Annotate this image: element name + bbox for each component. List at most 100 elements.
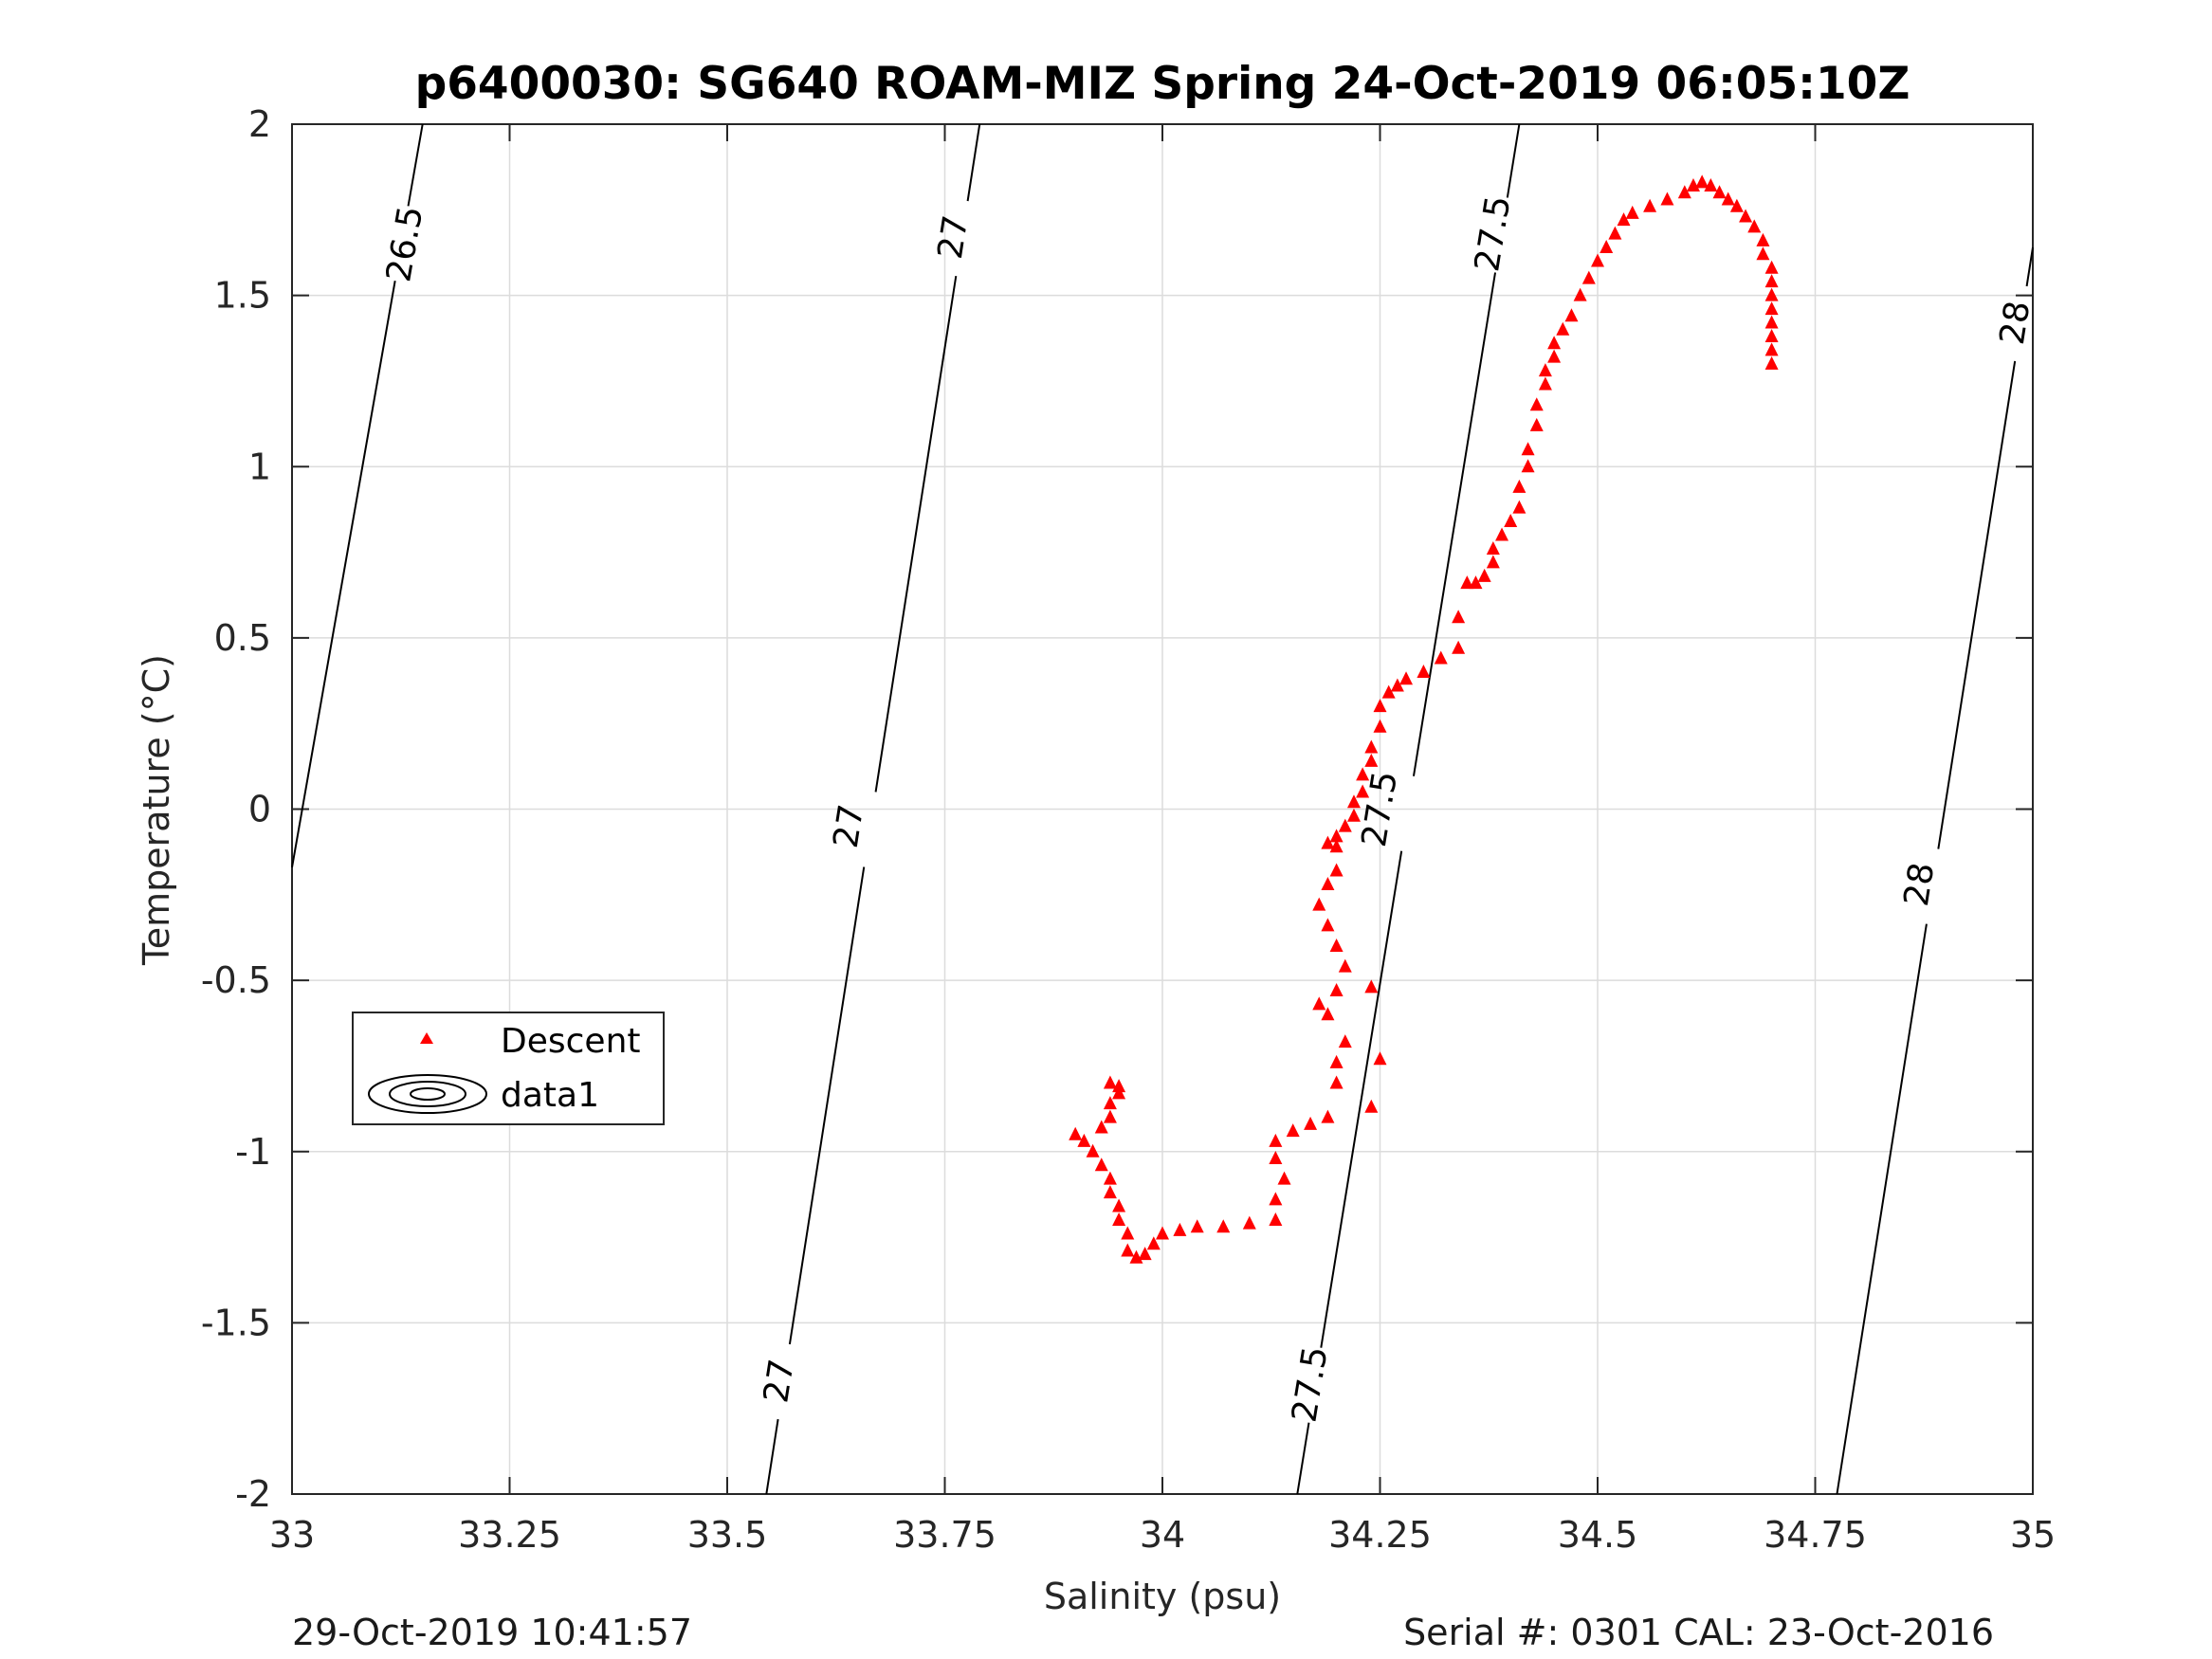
descent-point bbox=[1591, 253, 1604, 267]
x-tick-label: 33.75 bbox=[893, 1514, 996, 1556]
descent-point bbox=[1434, 650, 1448, 665]
descent-point bbox=[1321, 1109, 1335, 1123]
descent-point bbox=[1547, 336, 1562, 350]
descent-point bbox=[1660, 191, 1674, 206]
descent-point bbox=[1329, 829, 1344, 843]
descent-point bbox=[1747, 219, 1762, 233]
descent-point bbox=[1286, 1123, 1300, 1138]
descent-point bbox=[1729, 198, 1744, 212]
x-tick-label: 34 bbox=[1140, 1514, 1185, 1556]
descent-point bbox=[1764, 260, 1779, 274]
descent-point bbox=[1269, 1133, 1283, 1147]
descent-point bbox=[1121, 1243, 1135, 1257]
legend-contour-icon bbox=[368, 1074, 487, 1114]
descent-point bbox=[1504, 514, 1518, 528]
y-tick-labels: -2 -1.5 -1 -0.5 0 0.5 1 1.5 2 bbox=[201, 103, 271, 1515]
descent-point bbox=[1469, 575, 1483, 590]
legend: Descent data1 bbox=[352, 1012, 665, 1125]
descent-point bbox=[1329, 1075, 1344, 1089]
descent-point bbox=[1547, 349, 1562, 363]
descent-point bbox=[1764, 301, 1779, 316]
descent-point bbox=[1094, 1120, 1108, 1134]
descent-point bbox=[1764, 287, 1779, 301]
descent-point bbox=[1304, 1116, 1318, 1130]
descent-point bbox=[1521, 442, 1535, 456]
descent-point bbox=[1764, 342, 1779, 356]
descent-point bbox=[1346, 794, 1361, 809]
x-tick-label: 35 bbox=[2010, 1514, 2056, 1556]
y-tick-label: -1.5 bbox=[201, 1302, 271, 1343]
descent-point bbox=[1269, 1192, 1283, 1206]
descent-point bbox=[1399, 671, 1414, 685]
descent-point bbox=[1146, 1236, 1161, 1250]
descent-point bbox=[1329, 982, 1344, 996]
contour-line-26.5 bbox=[291, 281, 396, 868]
descent-point bbox=[1103, 1171, 1117, 1185]
descent-point bbox=[1617, 212, 1631, 227]
legend-box bbox=[352, 1012, 665, 1125]
descent-point bbox=[1329, 863, 1344, 877]
descent-point bbox=[1625, 205, 1639, 219]
contour-line-27.5 bbox=[1506, 123, 1521, 198]
descent-point bbox=[1321, 1007, 1335, 1021]
descent-point bbox=[1129, 1249, 1143, 1264]
descent-point bbox=[1321, 876, 1335, 890]
descent-point bbox=[1329, 839, 1344, 853]
descent-point bbox=[1364, 739, 1379, 754]
descent-point bbox=[1712, 185, 1727, 199]
descent-point bbox=[1556, 321, 1570, 336]
descent-point bbox=[1338, 1034, 1352, 1048]
x-tick-label: 33.25 bbox=[458, 1514, 561, 1556]
descent-point bbox=[1277, 1171, 1291, 1185]
contour-line-26.5 bbox=[407, 123, 424, 207]
descent-point bbox=[1103, 1096, 1117, 1110]
descent-point bbox=[1529, 417, 1544, 431]
descent-point bbox=[1564, 308, 1579, 322]
descent-point bbox=[1756, 232, 1770, 246]
descent-point bbox=[1756, 246, 1770, 261]
descent-point bbox=[1077, 1133, 1091, 1147]
y-tick-label: 2 bbox=[248, 103, 271, 145]
y-tick-label: 1.5 bbox=[214, 275, 271, 317]
descent-point bbox=[1452, 610, 1466, 624]
descent-point bbox=[1364, 753, 1379, 767]
descent-point bbox=[1486, 540, 1500, 555]
descent-point bbox=[1538, 363, 1552, 377]
descent-point bbox=[1390, 678, 1404, 692]
descent-point bbox=[1356, 784, 1370, 798]
contour-label: 28 bbox=[1993, 299, 2038, 348]
descent-point bbox=[1364, 979, 1379, 994]
descent-point bbox=[1112, 1198, 1126, 1212]
descent-point bbox=[1112, 1079, 1126, 1093]
descent-point bbox=[1486, 555, 1500, 569]
descent-point bbox=[1069, 1126, 1083, 1140]
descent-point bbox=[1764, 315, 1779, 329]
x-axis-label: Salinity (psu) bbox=[1044, 1576, 1281, 1617]
descent-point bbox=[1138, 1247, 1152, 1261]
contour-line-27.5 bbox=[1320, 850, 1403, 1348]
legend-triangle-icon bbox=[420, 1032, 433, 1044]
x-tick-labels: 33 33.25 33.5 33.75 34 34.25 34.5 34.75 35 bbox=[269, 1514, 2056, 1556]
contour-line-27 bbox=[788, 866, 866, 1345]
descent-point bbox=[1103, 1185, 1117, 1199]
descent-point bbox=[1329, 939, 1344, 952]
descent-point bbox=[1338, 958, 1352, 973]
descent-point bbox=[1686, 178, 1700, 192]
descent-point bbox=[1677, 185, 1691, 199]
descent-point bbox=[1695, 174, 1709, 189]
contour-label: 27 bbox=[757, 1357, 802, 1406]
descent-point bbox=[1242, 1215, 1256, 1230]
y-axis-label: Temperature (°C) bbox=[136, 654, 177, 966]
descent-point bbox=[1269, 1212, 1283, 1226]
descent-point bbox=[1312, 897, 1326, 911]
descent-point bbox=[1338, 818, 1352, 832]
descent-point bbox=[1608, 226, 1622, 240]
descent-point bbox=[1764, 328, 1779, 342]
contour-line-28 bbox=[1836, 923, 1928, 1495]
descent-point bbox=[1573, 287, 1587, 301]
descent-point bbox=[1764, 356, 1779, 370]
descent-point bbox=[1521, 459, 1535, 473]
legend-label-descent: Descent bbox=[501, 1022, 641, 1061]
descent-point bbox=[1321, 918, 1335, 932]
descent-point bbox=[1269, 1150, 1283, 1164]
